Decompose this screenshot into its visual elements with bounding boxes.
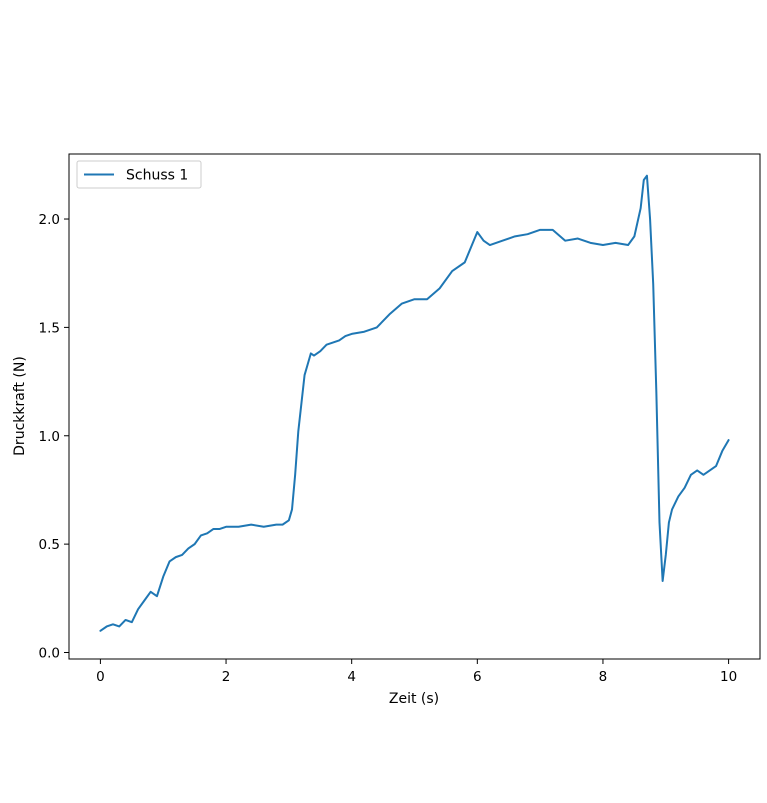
series-line-1 bbox=[99, 174, 730, 632]
x-tick-label: 0 bbox=[96, 669, 105, 685]
x-tick-label: 6 bbox=[473, 669, 482, 685]
y-tick-label: 1.0 bbox=[39, 429, 60, 445]
legend: Schuss 1 bbox=[76, 160, 202, 189]
x-tick-label: 8 bbox=[599, 669, 608, 685]
y-tick-label: 0.0 bbox=[39, 645, 60, 661]
legend-label: Schuss 1 bbox=[126, 168, 188, 184]
axes: 0 2 4 6 8 10 0.0 0.5 1.0 1.5 2.0 bbox=[39, 212, 738, 685]
y-axis-label: Druckkraft (N) bbox=[12, 356, 28, 456]
y-tick-label: 2.0 bbox=[39, 212, 60, 228]
legend-box bbox=[76, 160, 202, 189]
x-tick-label: 2 bbox=[222, 669, 231, 685]
x-tick-label: 10 bbox=[720, 669, 737, 685]
x-tick-label: 4 bbox=[347, 669, 356, 685]
plot-area bbox=[99, 174, 730, 632]
x-axis-label: Zeit (s) bbox=[389, 691, 439, 707]
y-tick-label: 1.5 bbox=[39, 320, 60, 336]
y-tick-label: 0.5 bbox=[39, 537, 60, 553]
plot-frame bbox=[68, 153, 761, 660]
